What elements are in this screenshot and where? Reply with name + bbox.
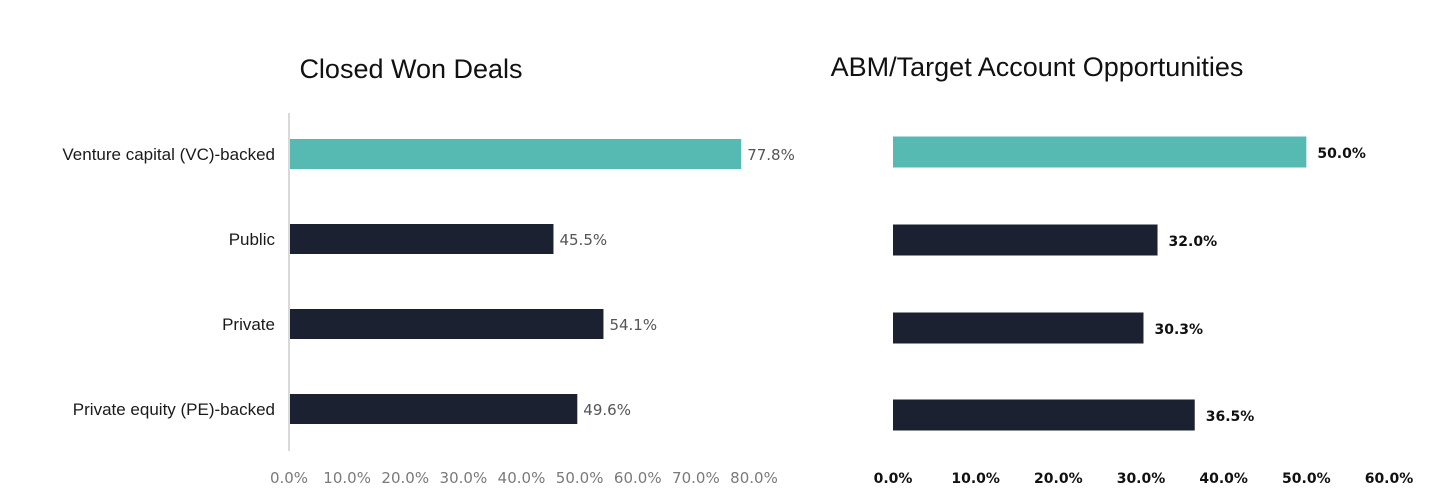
bar (290, 139, 742, 169)
value-labels-left: 77.8% 45.5% 54.1% 49.6% (559, 146, 794, 419)
bars-right (893, 136, 1307, 431)
data-label: 32.0% (1169, 234, 1218, 250)
x-tick-label: 40.0% (498, 469, 546, 487)
x-tick-label: 10.0% (951, 471, 1000, 487)
x-tick-label: 20.0% (1034, 471, 1083, 487)
x-tick-label: 30.0% (1117, 471, 1166, 487)
data-label: 36.5% (1206, 409, 1255, 425)
chart-title-abm: ABM/Target Account Opportunities (831, 52, 1244, 82)
chart-closed-won-deals: Closed Won Deals Venture capital (VC)-ba… (62, 54, 794, 487)
data-label: 50.0% (1317, 146, 1366, 162)
x-axis-ticks-left: 0.0% 10.0% 20.0% 30.0% 40.0% 50.0% 60.0% 70.0% 8… (270, 469, 778, 487)
bar (893, 312, 1144, 344)
category-label: Public (229, 230, 276, 249)
x-axis-ticks-right: 0.0% 10.0% 20.0% 30.0% 40.0% 50.0% 60.0% (874, 471, 1414, 487)
category-labels-left: Venture capital (VC)-backed Public Priva… (62, 145, 275, 419)
data-label: 49.6% (583, 401, 631, 419)
x-tick-label: 50.0% (556, 469, 604, 487)
x-tick-label: 80.0% (730, 469, 778, 487)
value-labels-right: 50.0% 32.0% 30.3% 36.5% (1154, 146, 1365, 425)
chart-abm-target-accounts: ABM/Target Account Opportunities 50.0% 32… (831, 52, 1414, 487)
bar (290, 394, 578, 424)
x-tick-label: 60.0% (614, 469, 662, 487)
bar (290, 224, 554, 254)
data-label: 54.1% (609, 316, 657, 334)
bar (893, 399, 1195, 431)
x-tick-label: 0.0% (874, 471, 913, 487)
x-tick-label: 60.0% (1365, 471, 1414, 487)
x-tick-label: 0.0% (270, 469, 308, 487)
x-tick-label: 50.0% (1282, 471, 1331, 487)
category-label: Private equity (PE)-backed (73, 400, 275, 419)
category-label: Private (222, 315, 275, 334)
bars-left (290, 139, 742, 424)
bar (893, 224, 1158, 256)
data-label: 77.8% (747, 146, 795, 164)
x-tick-label: 30.0% (440, 469, 488, 487)
bar (893, 136, 1307, 168)
chart-title-closed-won: Closed Won Deals (299, 54, 522, 84)
category-label: Venture capital (VC)-backed (62, 145, 275, 164)
x-tick-label: 40.0% (1199, 471, 1248, 487)
x-tick-label: 20.0% (381, 469, 429, 487)
bar (290, 309, 604, 339)
data-label: 45.5% (559, 231, 607, 249)
x-tick-label: 10.0% (323, 469, 371, 487)
x-tick-label: 70.0% (672, 469, 720, 487)
data-label: 30.3% (1154, 322, 1203, 338)
